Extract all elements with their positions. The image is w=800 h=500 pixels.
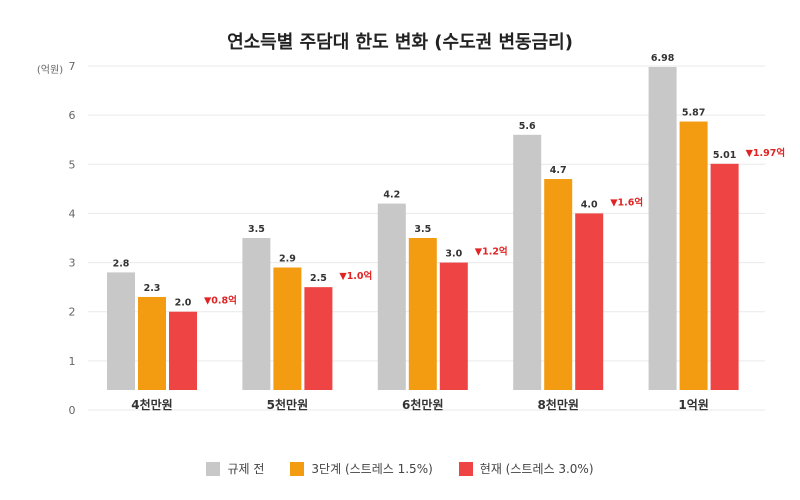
bar — [107, 272, 135, 390]
bar-data-label: 5.01 — [713, 150, 736, 161]
bar — [439, 262, 468, 390]
reduction-annotation: ▼1.2억 — [475, 246, 508, 258]
y-tick-label: 2 — [69, 306, 76, 319]
y-tick-label: 6 — [69, 109, 76, 122]
reduction-annotation: ▼1.97억 — [746, 147, 786, 159]
bar — [575, 213, 604, 390]
bar-data-label: 4.0 — [581, 199, 598, 210]
bar — [138, 296, 166, 390]
legend-item: 규제 전 — [206, 460, 264, 477]
reduction-annotation: ▼1.6억 — [610, 196, 643, 208]
bar-data-label: 3.0 — [445, 249, 462, 260]
bar — [513, 134, 542, 390]
bar — [169, 311, 197, 390]
bar-data-label: 2.9 — [279, 253, 296, 264]
bar-data-label: 2.5 — [310, 273, 327, 284]
x-tick-label: 5천만원 — [267, 397, 308, 412]
legend-item: 현재 (스트레스 3.0%) — [458, 460, 594, 477]
x-tick-label: 6천만원 — [402, 397, 443, 412]
bar-data-label: 5.6 — [519, 121, 536, 132]
y-tick-label: 4 — [69, 207, 76, 220]
bar-data-label: 3.5 — [414, 224, 431, 235]
y-tick-label: 7 — [69, 60, 76, 73]
bar — [408, 238, 437, 390]
x-tick-label: 1억원 — [678, 398, 708, 412]
bar-data-label: 5.87 — [682, 108, 705, 119]
bar-data-label: 4.2 — [383, 190, 400, 201]
bar — [648, 66, 677, 391]
legend-swatch — [290, 461, 305, 476]
legend-item: 3단계 (스트레스 1.5%) — [290, 460, 433, 477]
legend-label: 3단계 (스트레스 1.5%) — [311, 462, 433, 476]
bar — [273, 267, 302, 390]
y-tick-label: 1 — [69, 355, 76, 368]
bar-data-label: 2.3 — [144, 283, 161, 294]
y-tick-label: 0 — [69, 404, 76, 417]
bar-data-label: 2.8 — [113, 258, 130, 269]
y-axis-unit-label: (억원) — [37, 64, 63, 76]
bar — [544, 179, 573, 390]
reduction-annotation: ▼1.0억 — [339, 270, 372, 282]
legend-swatch — [206, 461, 221, 476]
bar — [304, 287, 333, 390]
x-tick-label: 8천만원 — [537, 397, 578, 412]
chart-title: 연소득별 주담대 한도 변화 (수도권 변동금리) — [227, 32, 573, 53]
bar-data-label: 2.0 — [175, 298, 192, 309]
bar — [710, 163, 739, 390]
x-tick-label: 4천만원 — [131, 397, 172, 412]
bar — [242, 238, 271, 390]
y-tick-label: 3 — [69, 257, 76, 270]
bar — [679, 121, 708, 390]
reduction-annotation: ▼0.8억 — [204, 295, 237, 307]
chart-legend: 규제 전 3단계 (스트레스 1.5%) 현재 (스트레스 3.0%) — [0, 460, 800, 477]
bar-data-label: 6.98 — [651, 53, 675, 64]
legend-swatch — [458, 461, 473, 476]
bar-data-label: 4.7 — [550, 165, 567, 176]
bar-data-label: 3.5 — [248, 224, 265, 235]
y-tick-label: 5 — [69, 158, 76, 171]
bar — [377, 203, 406, 390]
legend-label: 현재 (스트레스 3.0%) — [479, 462, 594, 476]
legend-label: 규제 전 — [227, 462, 265, 476]
